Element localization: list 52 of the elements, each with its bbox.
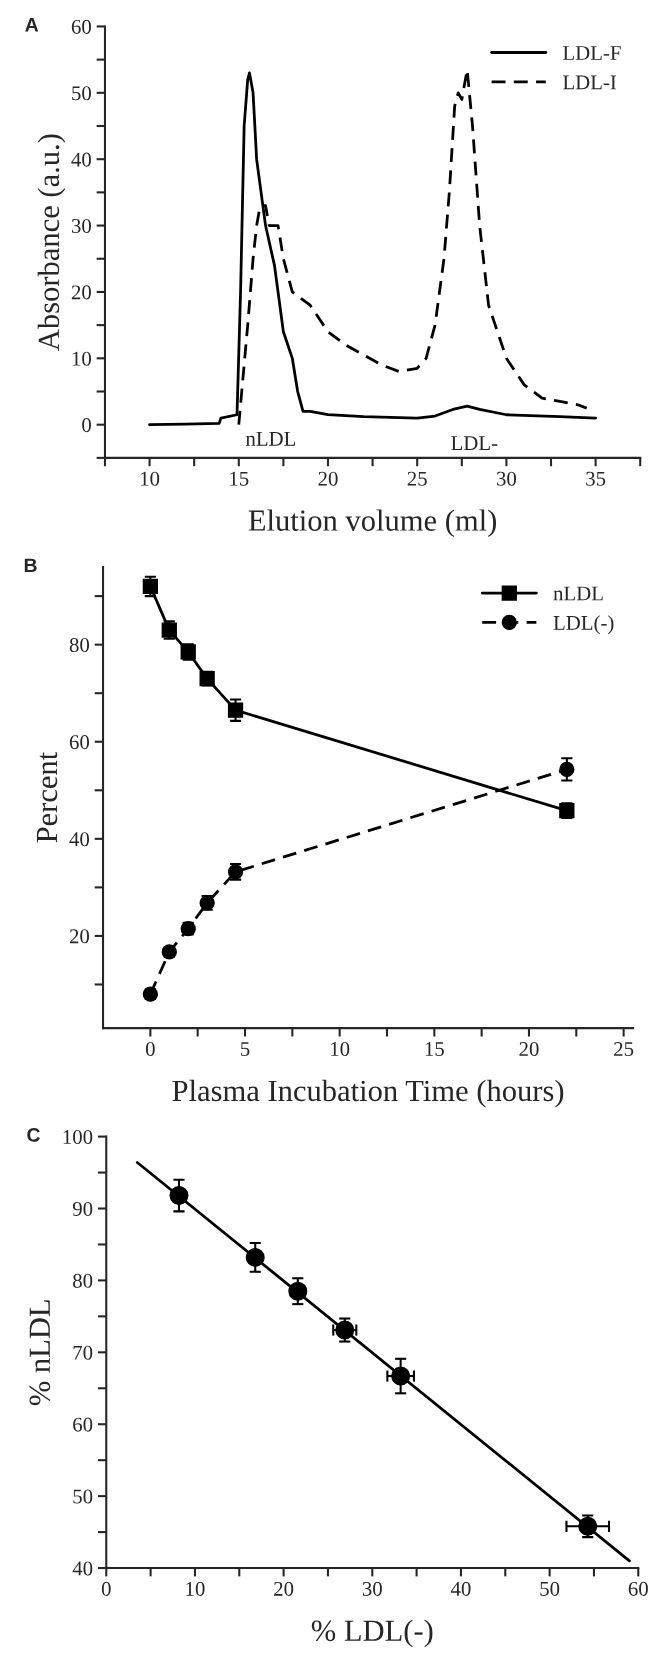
legend-label: LDL(-) bbox=[553, 615, 614, 635]
y-tick-label: 30 bbox=[71, 218, 91, 233]
annotation: nLDL bbox=[245, 431, 296, 446]
annotation: LDL- bbox=[451, 436, 498, 450]
y-tick-label: 0 bbox=[82, 418, 91, 433]
x-tick-label: 20 bbox=[318, 471, 338, 486]
y-tick-label: 40 bbox=[72, 1561, 93, 1576]
y-tick-label: 40 bbox=[71, 152, 91, 167]
x-axis-title: Plasma Incubation Time (hours) bbox=[172, 1079, 564, 1108]
x-tick-label: 35 bbox=[586, 471, 606, 486]
x-tick-label: 0 bbox=[101, 1581, 111, 1596]
x-tick-label: 30 bbox=[496, 471, 517, 486]
y-tick-label: 60 bbox=[71, 19, 91, 34]
x-tick-label: 15 bbox=[425, 1042, 444, 1057]
legend-label: LDL-I bbox=[563, 75, 617, 90]
y-tick-label: 80 bbox=[73, 1273, 93, 1288]
y-tick-label: 60 bbox=[73, 1417, 93, 1432]
y-tick-label: 20 bbox=[71, 285, 91, 300]
x-tick-label: 25 bbox=[614, 1042, 634, 1057]
x-tick-label: 15 bbox=[230, 471, 249, 486]
y-tick-label: 50 bbox=[73, 1489, 93, 1504]
legend-label: LDL-F bbox=[563, 46, 621, 60]
x-axis-title: % LDL(-) bbox=[311, 1619, 433, 1648]
x-tick-label: 5 bbox=[241, 1042, 250, 1057]
y-tick-label: 100 bbox=[63, 1129, 93, 1145]
x-tick-label: 10 bbox=[186, 1581, 205, 1596]
x-tick-label: 20 bbox=[274, 1581, 294, 1596]
x-tick-label: 25 bbox=[407, 471, 427, 486]
x-tick-label: 10 bbox=[331, 1041, 350, 1057]
chart-title: B bbox=[24, 558, 37, 573]
x-tick-label: 60 bbox=[628, 1581, 648, 1596]
y-axis-title: Percent bbox=[36, 751, 58, 843]
x-tick-label: 50 bbox=[540, 1581, 560, 1596]
legend-label: nLDL bbox=[553, 586, 603, 601]
y-tick-label: 50 bbox=[72, 86, 91, 101]
x-tick-label: 0 bbox=[145, 1041, 155, 1057]
y-tick-label: 80 bbox=[69, 638, 90, 653]
x-axis-title: Elution volume (ml) bbox=[248, 509, 497, 538]
x-tick-label: 30 bbox=[362, 1581, 382, 1596]
y-tick-label: 20 bbox=[69, 929, 90, 944]
y-tick-label: 70 bbox=[73, 1345, 93, 1360]
x-tick-label: 20 bbox=[519, 1041, 539, 1057]
y-tick-label: 90 bbox=[72, 1201, 93, 1216]
chart-title: A bbox=[25, 18, 39, 32]
y-axis-title: Absorbance (a.u.) bbox=[37, 134, 66, 351]
x-tick-label: 40 bbox=[450, 1581, 471, 1596]
y-tick-label: 10 bbox=[72, 351, 91, 366]
x-tick-label: 10 bbox=[141, 471, 160, 486]
y-tick-label: 60 bbox=[69, 735, 90, 750]
y-tick-label: 40 bbox=[69, 832, 90, 847]
chart-title: C bbox=[27, 1128, 40, 1142]
y-axis-title: % nLDL bbox=[29, 1300, 51, 1406]
